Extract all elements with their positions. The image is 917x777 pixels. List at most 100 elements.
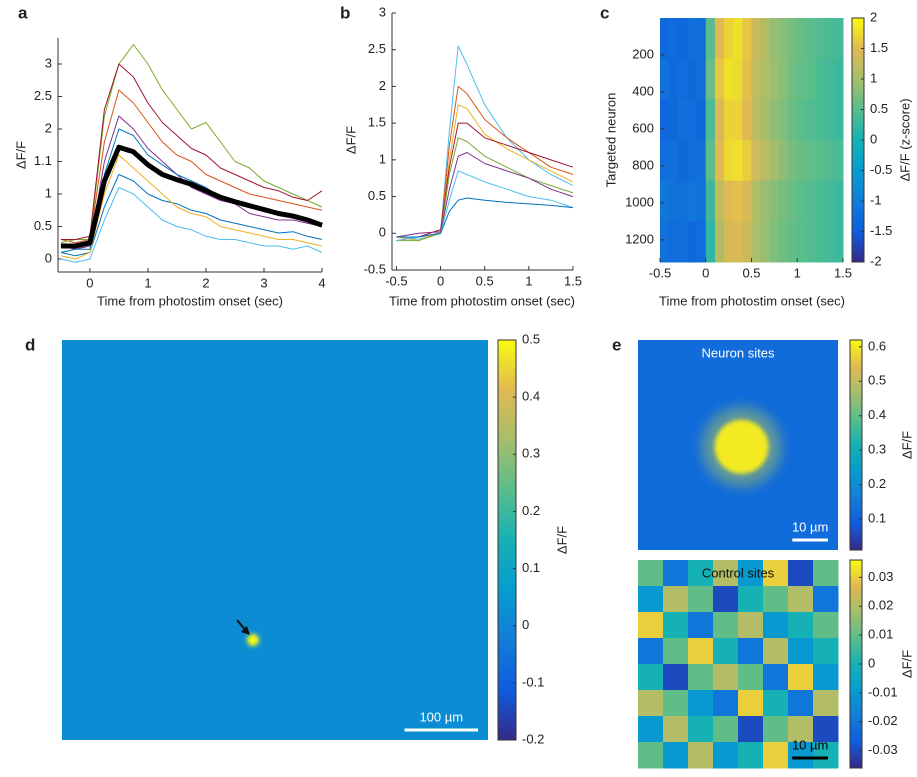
heat-cell — [751, 180, 762, 222]
spot — [714, 419, 769, 474]
trace — [60, 144, 323, 249]
colorbar-tick-label: 0.2 — [522, 503, 540, 518]
heat-cell — [751, 18, 762, 60]
heat-cell — [687, 18, 698, 60]
heat-cell — [797, 58, 807, 100]
y-tick-label: 1 — [379, 151, 386, 166]
heat-cell — [696, 221, 707, 263]
pixel — [738, 716, 764, 743]
heat-cell — [687, 140, 698, 182]
heat-cell — [742, 140, 752, 182]
pixel — [688, 742, 714, 769]
scale-bar-label: 10 µm — [792, 519, 828, 534]
heat-cell — [669, 99, 679, 141]
heat-cell — [760, 18, 771, 60]
pixel — [788, 742, 814, 769]
colorbar-label: ΔF/F — [899, 431, 914, 459]
pixel — [688, 638, 714, 665]
heat-cell — [815, 180, 826, 222]
colorbar-tick-label: 0.2 — [868, 476, 886, 491]
pixel — [738, 742, 764, 769]
colorbar-tick-label: 0.3 — [522, 446, 540, 461]
pixel — [713, 638, 739, 665]
x-tick-label: 1.5 — [834, 265, 852, 280]
pixel — [788, 690, 814, 717]
y-tick-label: 1.1 — [34, 153, 52, 168]
colorbar-tick-label: 0.5 — [522, 331, 540, 346]
colorbar-tick-label: 0 — [522, 617, 529, 632]
panel-letter: d — [25, 335, 35, 354]
pixel — [763, 664, 789, 691]
heat-cell — [788, 18, 798, 60]
y-tick-label: 600 — [632, 120, 654, 135]
pixel — [788, 560, 814, 587]
pixel — [663, 560, 689, 587]
panel-letter: b — [340, 3, 350, 22]
heat-cell — [660, 58, 670, 100]
heat-cell — [751, 58, 762, 100]
pixel — [813, 612, 839, 639]
heat-cell — [678, 221, 688, 263]
heat-cell — [751, 221, 762, 263]
heat-cell — [669, 18, 679, 60]
x-tick-label: 1 — [144, 275, 151, 290]
pixel — [663, 742, 689, 769]
heat-cell — [751, 99, 762, 141]
x-tick-label: 2 — [202, 275, 209, 290]
trace — [396, 104, 574, 242]
y-tick-label: 0.5 — [368, 188, 386, 203]
pixel — [663, 716, 689, 743]
heat-cell — [705, 58, 716, 100]
heat-cell — [778, 99, 789, 141]
heat-cell — [797, 140, 807, 182]
x-axis-label: Time from photostim onset (sec) — [389, 293, 575, 308]
colorbar-tick-label: 0.01 — [868, 627, 893, 642]
y-tick-label: 1 — [45, 185, 52, 200]
pixel — [763, 638, 789, 665]
heat-cell — [778, 18, 789, 60]
pixel — [688, 664, 714, 691]
heat-cell — [687, 58, 698, 100]
pixel — [713, 742, 739, 769]
pixel — [713, 690, 739, 717]
heat-cell — [742, 221, 752, 263]
colorbar-tick-label: -0.03 — [868, 742, 898, 757]
y-tick-label: 2 — [379, 78, 386, 93]
heat-cell — [769, 99, 780, 141]
trace — [396, 45, 574, 240]
heat-cell — [733, 221, 743, 263]
image-background — [62, 340, 488, 740]
trace — [60, 174, 323, 257]
y-tick-label: 2.5 — [34, 88, 52, 103]
x-tick-label: 0 — [86, 275, 93, 290]
pixel — [688, 560, 714, 587]
heat-cell — [696, 58, 707, 100]
heat-cell — [687, 221, 698, 263]
pixel — [763, 742, 789, 769]
heat-cell — [760, 58, 771, 100]
heat-cell — [788, 221, 798, 263]
y-tick-label: 1200 — [625, 231, 654, 246]
heat-cell — [714, 58, 725, 100]
x-tick-label: 3 — [260, 275, 267, 290]
heat-cell — [660, 140, 670, 182]
heat-cell — [806, 99, 817, 141]
pixel — [638, 742, 664, 769]
heat-cell — [669, 180, 679, 222]
heat-cell — [769, 180, 780, 222]
heat-cell — [824, 140, 835, 182]
y-tick-label: 0.5 — [34, 218, 52, 233]
colorbar-tick-label: 0.5 — [870, 101, 888, 116]
colorbar-tick-label: -0.1 — [522, 674, 544, 689]
colorbar-tick-label: 1.5 — [870, 40, 888, 55]
pixel — [788, 586, 814, 613]
heat-cell — [778, 221, 789, 263]
pixel — [663, 638, 689, 665]
y-tick-label: 0 — [379, 225, 386, 240]
colorbar-tick-label: 0.4 — [522, 389, 540, 404]
x-tick-label: 0.5 — [476, 273, 494, 288]
trace — [396, 152, 574, 238]
pixel — [763, 612, 789, 639]
heat-cell — [833, 140, 844, 182]
pixel — [813, 664, 839, 691]
